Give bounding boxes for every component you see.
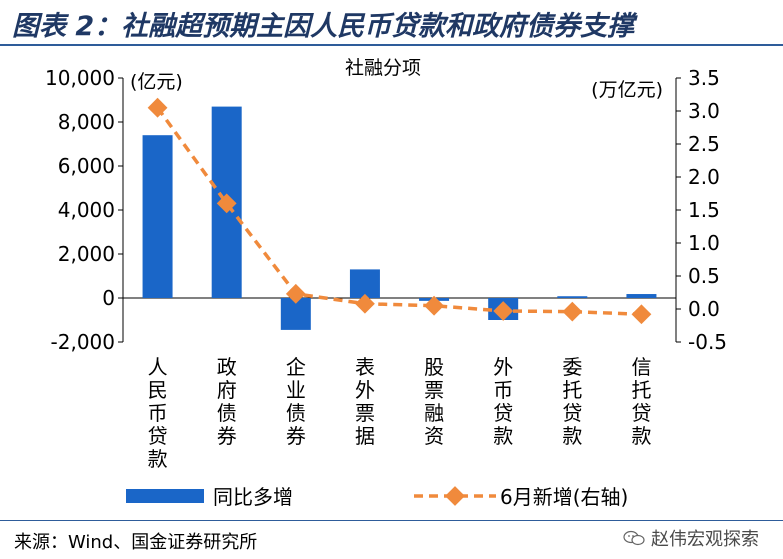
left-tick-label: 8,000 xyxy=(58,110,115,134)
right-tick-label: 0.0 xyxy=(688,297,720,321)
right-tick-label: -0.5 xyxy=(688,330,727,354)
line-marker xyxy=(285,283,306,304)
category-label: 企业债券 xyxy=(286,355,306,448)
right-tick-label: 2.0 xyxy=(688,165,720,189)
watermark-text: 赵伟宏观探索 xyxy=(651,529,759,550)
right-tick-label: 0.5 xyxy=(688,264,720,288)
category-label: 政府债券 xyxy=(217,355,237,448)
bar xyxy=(557,296,588,298)
chart-title: 社融分项 xyxy=(345,57,421,79)
footer-divider xyxy=(0,520,783,521)
source-note: 来源：Wind、国金证券研究所 xyxy=(14,532,258,553)
line-marker xyxy=(355,293,375,314)
left-axis-unit: (亿元) xyxy=(130,71,183,93)
category-label: 人民币贷款 xyxy=(148,355,168,471)
left-tick-label: 6,000 xyxy=(58,154,115,178)
line-marker xyxy=(631,304,652,325)
bar xyxy=(142,135,173,298)
category-label: 表外票据 xyxy=(355,355,375,448)
right-axis-unit: (万亿元) xyxy=(591,79,663,101)
line-marker xyxy=(147,97,168,118)
chart: 社融分项 -2,000 0 2,000 4,000 6,000 8,000 10,000 (亿元… xyxy=(45,57,727,509)
right-tick-label: 1.5 xyxy=(688,198,720,222)
line-series xyxy=(156,106,642,317)
left-tick-label: 2,000 xyxy=(58,242,115,266)
category-label: 委托贷款 xyxy=(562,355,582,448)
category-label: 信托贷款 xyxy=(631,355,651,448)
right-tick-label: 2.5 xyxy=(688,132,720,156)
left-tick-label: 10,000 xyxy=(45,66,115,90)
legend-bar-label: 同比多增 xyxy=(213,485,293,509)
legend-bar-swatch xyxy=(126,489,204,503)
left-tick-label: 4,000 xyxy=(58,198,115,222)
right-tick-label: 3.5 xyxy=(688,66,720,90)
watermark: 赵伟宏观探索 xyxy=(623,525,759,551)
wechat-icon xyxy=(623,530,645,546)
category-label: 股票融资 xyxy=(424,355,444,448)
right-tick-label: 1.0 xyxy=(688,231,720,255)
figure-title: 图表 2：社融超预期主因人民币贷款和政府债券支撑 xyxy=(12,11,635,42)
title-divider xyxy=(0,44,783,46)
line-marker xyxy=(493,301,514,321)
bar xyxy=(626,294,657,298)
legend-line-label: 6月新增(右轴) xyxy=(500,485,628,509)
category-label: 外币贷款 xyxy=(493,355,513,448)
right-tick-label: 3.0 xyxy=(688,99,720,123)
left-tick-label: 0 xyxy=(102,286,115,310)
line-marker xyxy=(216,193,237,214)
line-marker xyxy=(424,295,444,316)
line-marker xyxy=(562,301,583,322)
left-tick-label: -2,000 xyxy=(51,330,115,354)
bar xyxy=(349,269,380,298)
legend-line-marker xyxy=(445,486,465,506)
